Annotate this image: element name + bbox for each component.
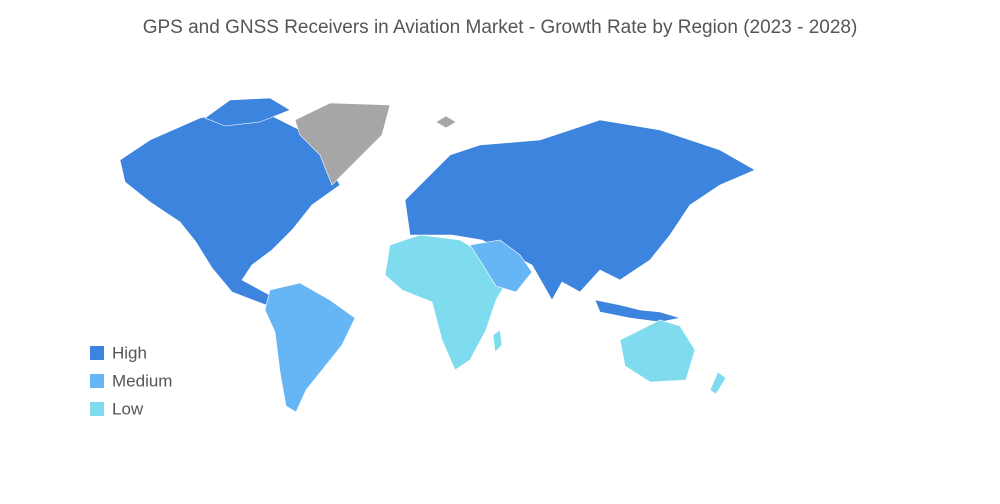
- legend-label: Medium: [112, 371, 172, 390]
- map: [119, 97, 756, 413]
- legend-swatch: [90, 402, 104, 416]
- australia: [619, 319, 696, 383]
- greenland: [294, 102, 391, 186]
- eurasia: [404, 119, 756, 301]
- indonesia: [594, 299, 681, 323]
- madagascar: [492, 329, 503, 353]
- new-zealand: [709, 371, 727, 395]
- legend-swatch: [90, 374, 104, 388]
- legend: High Medium Low: [90, 343, 172, 418]
- legend-label: High: [112, 343, 147, 362]
- middle-east: [469, 239, 533, 293]
- chart-title: GPS and GNSS Receivers in Aviation Marke…: [143, 17, 858, 38]
- arctic-islands: [204, 97, 291, 127]
- legend-label: Low: [112, 399, 144, 418]
- svalbard: [435, 115, 457, 129]
- south-america: [264, 282, 356, 413]
- africa: [384, 234, 506, 371]
- legend-swatch: [90, 346, 104, 360]
